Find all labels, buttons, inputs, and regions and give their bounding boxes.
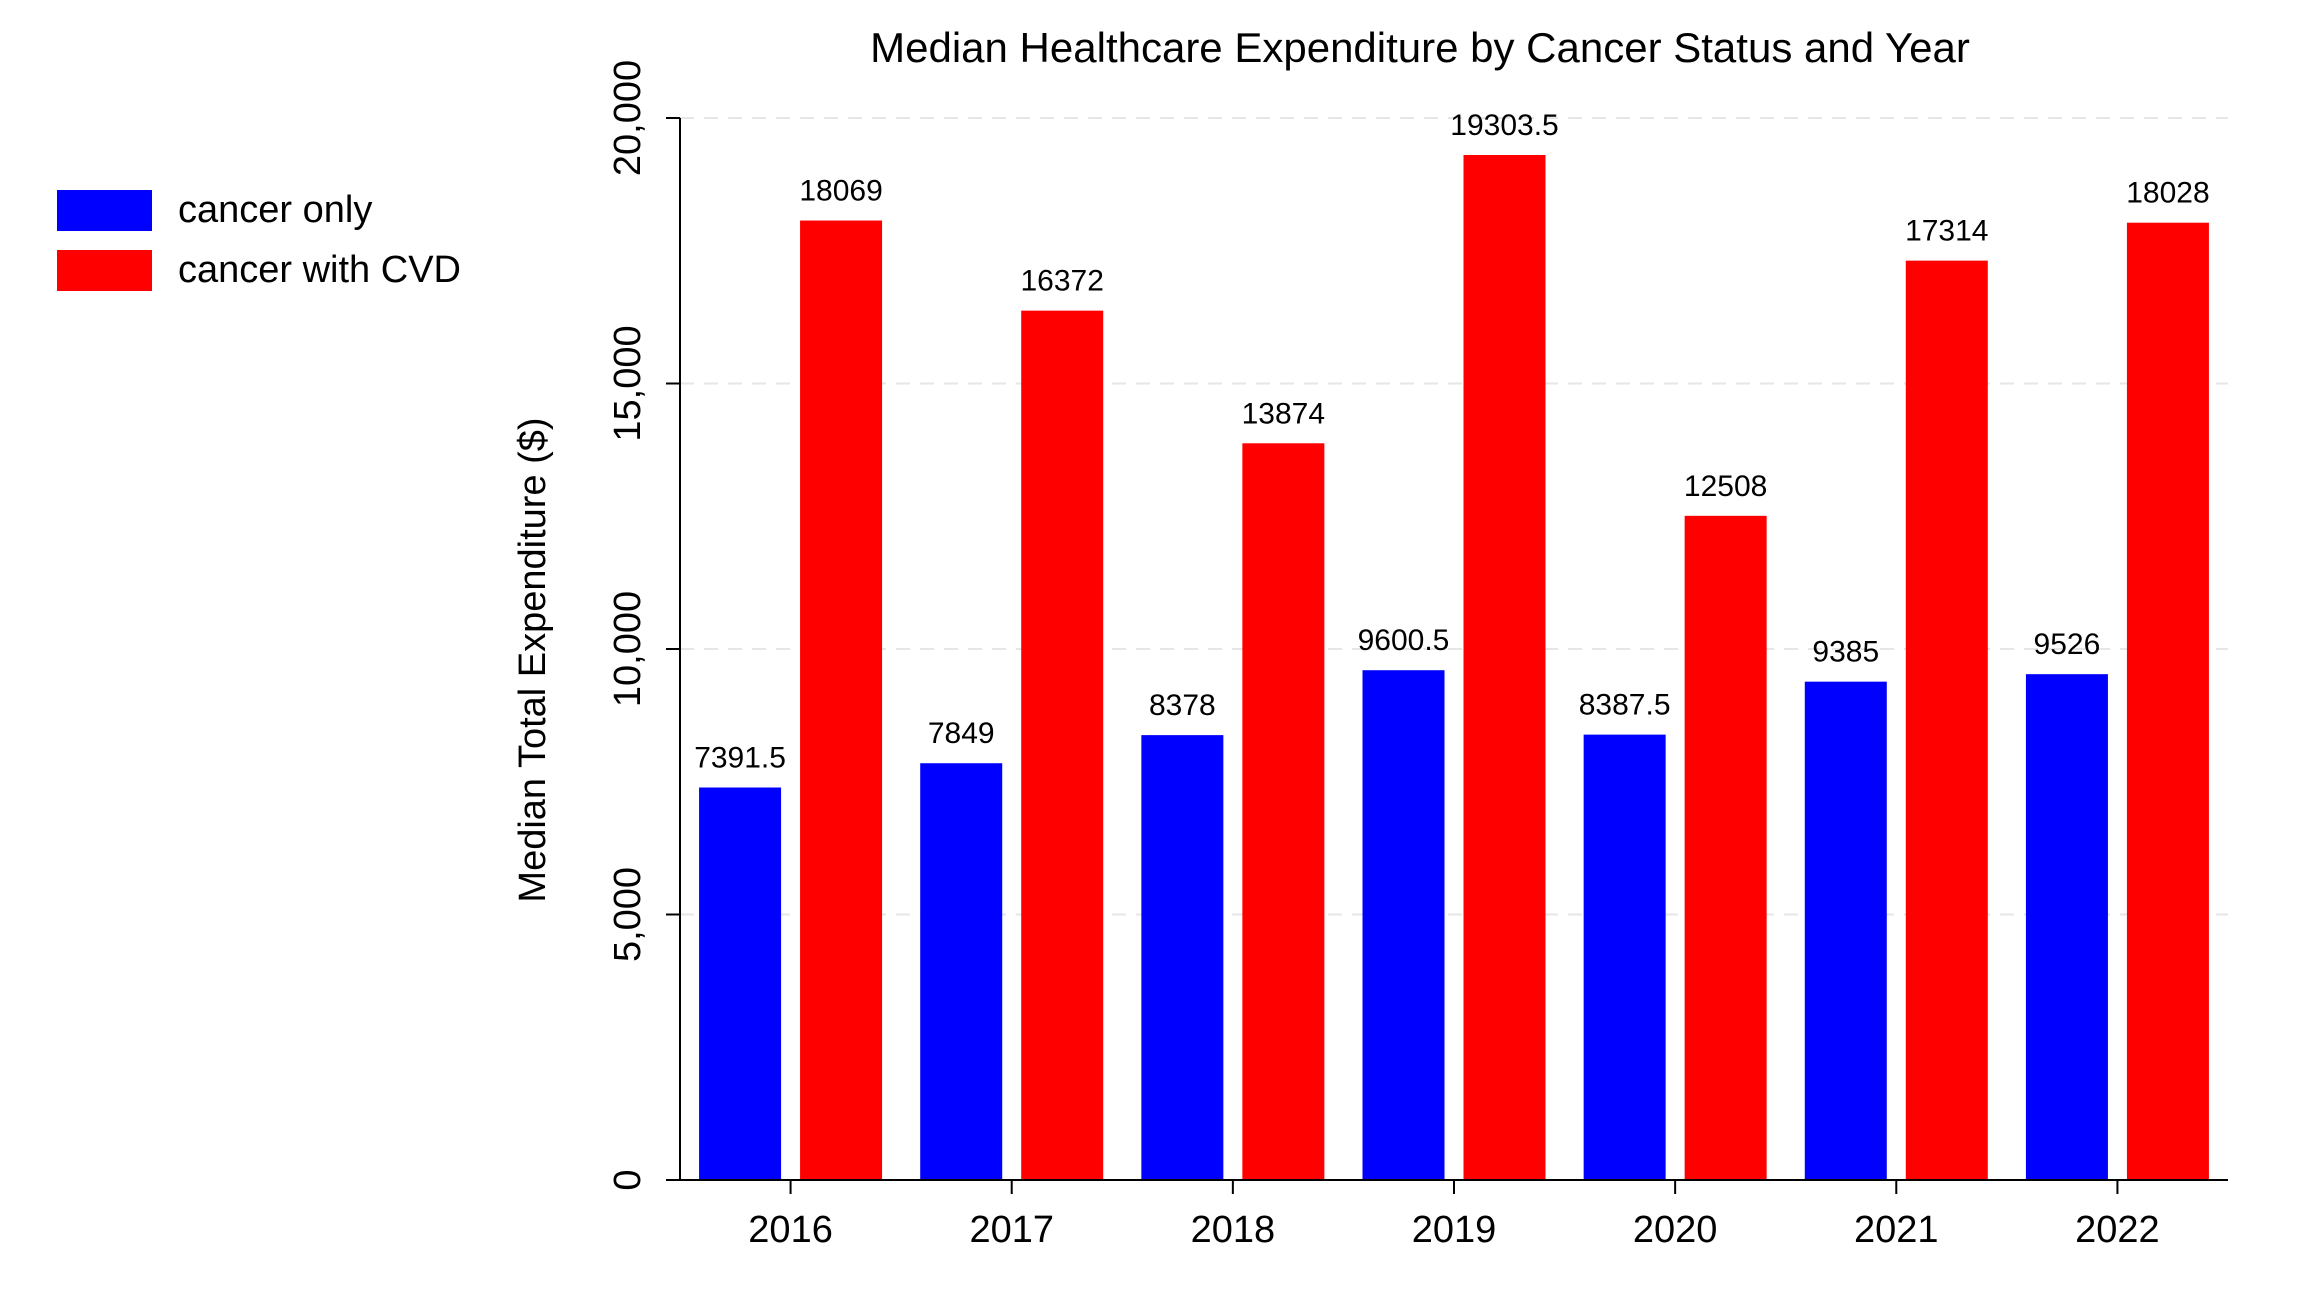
y-axis-label: Median Total Expenditure ($) <box>512 417 554 902</box>
x-tick-label: 2017 <box>969 1209 1054 1251</box>
bar <box>1583 734 1666 1180</box>
data-labels: 7391.5 18069 7849 16372 8378 13874 9600.5 19303… <box>694 109 2209 775</box>
data-label: 9385 <box>1812 636 1879 669</box>
x-tick-label: 2016 <box>748 1209 833 1251</box>
data-label: 18069 <box>799 175 882 208</box>
data-label: 9526 <box>2034 628 2101 661</box>
legend-swatch-blue <box>57 189 152 231</box>
legend-item-cancer-only: cancer only <box>57 180 461 240</box>
bar <box>1804 681 1887 1180</box>
x-tick-label: 2020 <box>1633 1209 1718 1251</box>
data-label: 7849 <box>928 717 995 750</box>
y-tick-label: 0 <box>607 1169 649 1190</box>
x-tick-label: 2021 <box>1854 1209 1939 1251</box>
x-tick-label: 2019 <box>1412 1209 1497 1251</box>
legend-label: cancer only <box>178 188 373 231</box>
y-tick-label: 10,000 <box>607 591 649 707</box>
data-label: 7391.5 <box>694 742 786 775</box>
gridlines <box>680 117 2228 916</box>
y-tick-label: 20,000 <box>607 60 649 176</box>
bars <box>699 154 2209 1181</box>
data-label: 13874 <box>1242 397 1325 430</box>
y-tick-label: 15,000 <box>607 325 649 441</box>
x-tick-label: 2022 <box>2075 1209 2160 1251</box>
bar <box>1141 735 1224 1180</box>
data-label: 12508 <box>1684 470 1767 503</box>
bar <box>1242 443 1325 1180</box>
bar <box>920 763 1003 1180</box>
bar <box>2025 674 2108 1180</box>
chart-title: Median Healthcare Expenditure by Cancer … <box>870 24 1970 71</box>
legend: cancer only cancer with CVD <box>57 180 461 300</box>
bar <box>1905 260 1988 1180</box>
data-label: 19303.5 <box>1450 109 1558 142</box>
data-label: 18028 <box>2126 177 2209 210</box>
bar <box>2126 222 2209 1180</box>
y-tick-label: 5,000 <box>607 867 649 962</box>
axes: 0 5,000 10,000 15,000 20,000 2016 2017 2018 2019… <box>607 60 2228 1251</box>
bar <box>1021 310 1104 1180</box>
legend-label: cancer with CVD <box>178 248 461 291</box>
data-label: 8378 <box>1149 689 1216 722</box>
bar <box>1362 670 1445 1180</box>
data-label: 8387.5 <box>1579 689 1671 722</box>
bar <box>1463 154 1546 1181</box>
x-tick-label: 2018 <box>1191 1209 1276 1251</box>
bar <box>699 787 782 1180</box>
legend-swatch-red <box>57 249 152 291</box>
data-label: 9600.5 <box>1358 624 1450 657</box>
legend-item-cancer-with-cvd: cancer with CVD <box>57 240 461 300</box>
bar <box>1684 515 1767 1180</box>
data-label: 16372 <box>1020 265 1103 298</box>
data-label: 17314 <box>1905 215 1988 248</box>
bar <box>800 220 883 1180</box>
